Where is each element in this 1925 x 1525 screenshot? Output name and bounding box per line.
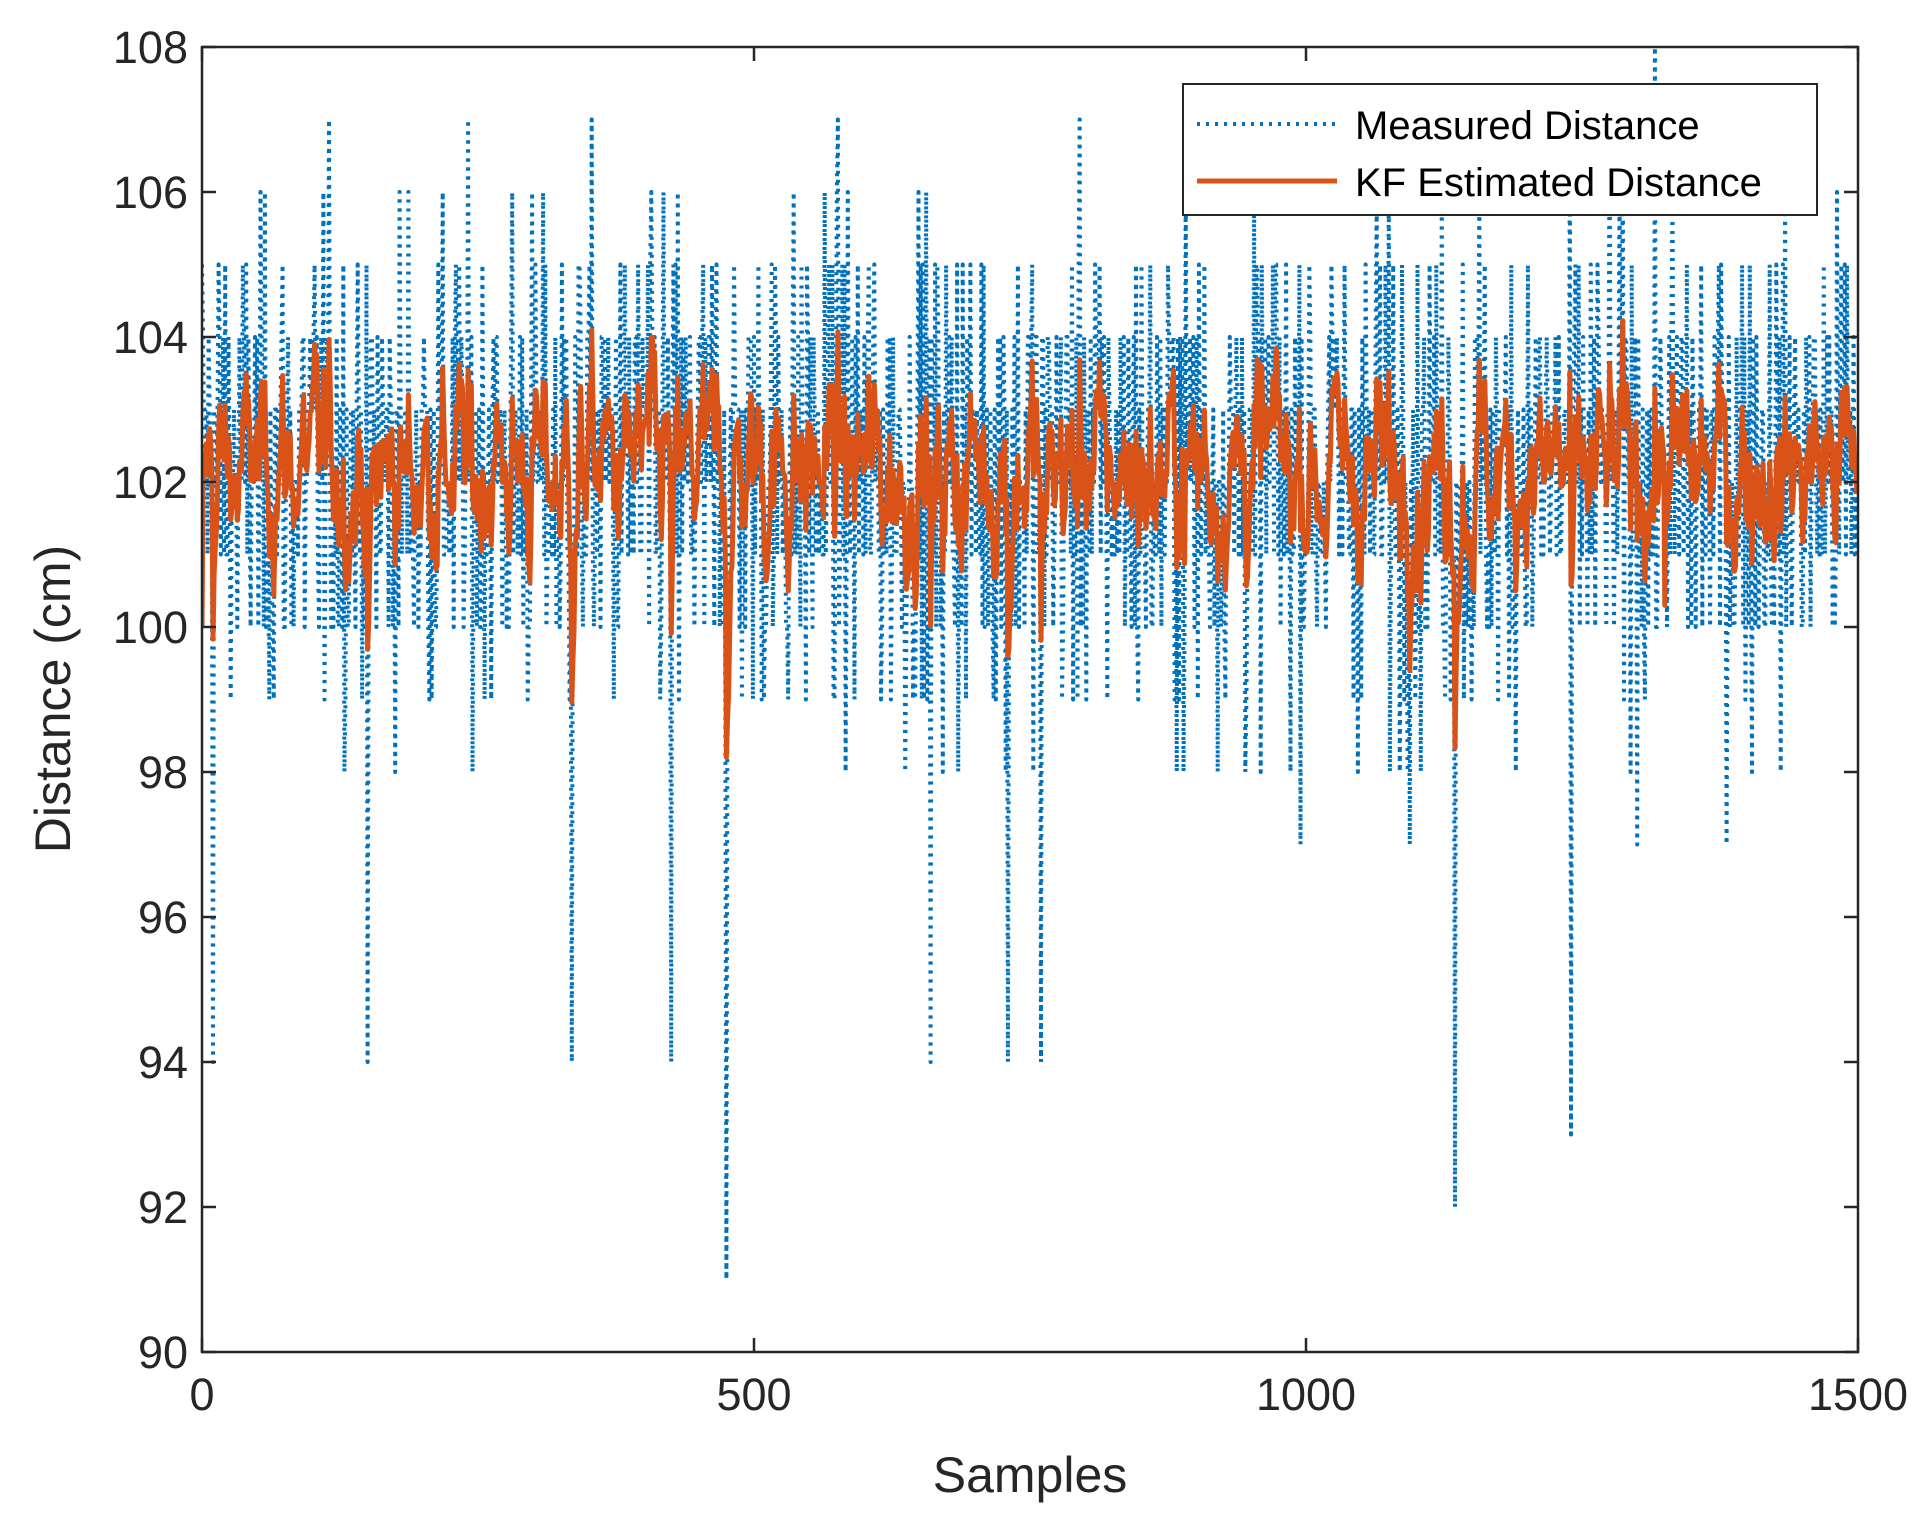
y-tick-label: 100 (113, 602, 188, 653)
x-tick-label: 1500 (1808, 1369, 1908, 1420)
legend-label-kf-estimated-distance: KF Estimated Distance (1355, 161, 1762, 205)
series-line-kf-estimated-distance (202, 318, 1858, 760)
y-tick-label: 94 (138, 1037, 188, 1088)
y-tick-label: 108 (113, 22, 188, 73)
legend-label-measured-distance: Measured Distance (1355, 104, 1700, 148)
y-tick-label: 90 (138, 1327, 188, 1378)
plot-area (202, 47, 1858, 1352)
y-tick-label: 92 (138, 1182, 188, 1233)
y-tick-label: 104 (113, 312, 188, 363)
y-tick-label: 106 (113, 167, 188, 218)
y-tick-label: 96 (138, 892, 188, 943)
x-axis-label: Samples (933, 1447, 1128, 1503)
axes-box (200, 45, 1860, 1354)
y-axis: 90 92 94 96 98 100 102 104 106 108 (113, 22, 1858, 1378)
legend-box (1182, 83, 1818, 216)
y-tick-label: 102 (113, 457, 188, 508)
legend: Measured Distance KF Estimated Distance (1182, 83, 1818, 216)
x-tick-label: 1000 (1256, 1369, 1356, 1420)
series-layer (202, 47, 1858, 1282)
x-axis: 0 500 1000 1500 (189, 47, 1908, 1420)
y-tick-label: 98 (138, 747, 188, 798)
x-tick-label: 0 (189, 1369, 214, 1420)
x-tick-label: 500 (716, 1369, 791, 1420)
y-axis-label: Distance (cm) (25, 545, 81, 853)
